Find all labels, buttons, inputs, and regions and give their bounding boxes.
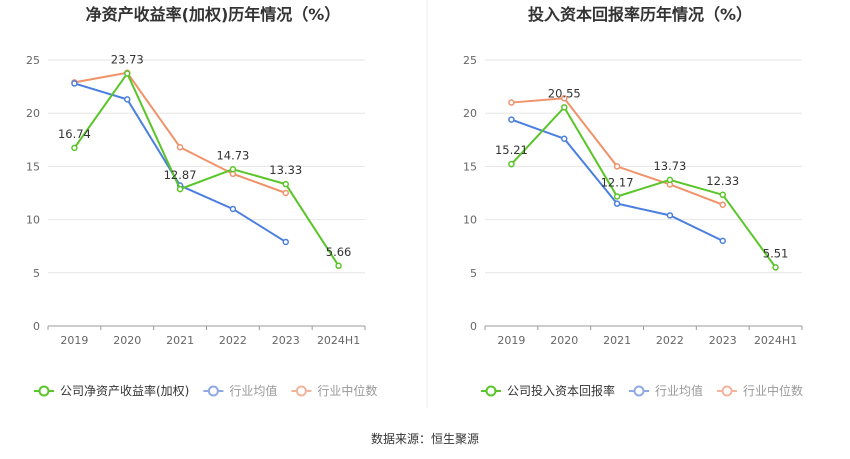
data-point-median xyxy=(561,95,568,102)
legend-label: 公司投入资本回报率 xyxy=(507,383,615,398)
data-label: 5.66 xyxy=(326,245,352,259)
data-point-company xyxy=(561,104,568,111)
x-tick-label: 2020 xyxy=(113,334,141,347)
y-tick-label: 10 xyxy=(463,214,477,227)
y-tick-label: 0 xyxy=(33,320,40,333)
y-tick-label: 25 xyxy=(26,54,40,67)
data-point-mean xyxy=(282,238,289,246)
data-point-median xyxy=(176,143,184,151)
legend-item-mean[interactable]: 行业均值 xyxy=(629,383,703,398)
legend-marker-icon xyxy=(633,385,645,397)
legend-label: 公司净资产收益率(加权) xyxy=(60,383,189,398)
x-tick-label: 2021 xyxy=(166,334,194,347)
series-line-mean xyxy=(74,82,287,243)
data-point-company xyxy=(71,144,78,152)
y-tick-label: 0 xyxy=(470,320,477,333)
legend-marker-icon xyxy=(295,385,307,397)
legend-label: 行业中位数 xyxy=(317,383,377,398)
data-label: 23.73 xyxy=(111,53,144,67)
y-tick-label: 10 xyxy=(26,214,40,227)
data-label: 12.87 xyxy=(164,168,197,182)
legend-marker-icon xyxy=(207,385,219,397)
x-tick-label: 2023 xyxy=(709,334,737,347)
data-point-mean xyxy=(613,200,621,207)
data-point-mean xyxy=(71,80,78,87)
x-tick-label: 2019 xyxy=(497,334,525,347)
x-tick-label: 2020 xyxy=(550,334,578,347)
y-tick-label: 20 xyxy=(463,107,477,120)
data-label: 14.73 xyxy=(216,148,249,162)
legend-item-mean[interactable]: 行业均值 xyxy=(203,383,277,398)
chart-1: 净资产收益率(加权)历年情况（%） 0 5 10 15 20 25 2019 2020 2021 2… xyxy=(26,5,377,398)
legend-item-median[interactable]: 行业中位数 xyxy=(717,383,803,398)
data-label: 15.21 xyxy=(495,143,528,157)
x-tick-label: 2022 xyxy=(656,334,684,347)
data-point-company xyxy=(124,70,131,77)
y-tick-label: 25 xyxy=(463,54,477,67)
legend-label: 行业中位数 xyxy=(743,383,803,398)
data-point-company xyxy=(508,160,515,168)
legend-marker-icon xyxy=(721,385,733,397)
x-tick-label: 2021 xyxy=(603,334,631,347)
data-point-mean xyxy=(666,212,674,219)
x-tick-label: 2019 xyxy=(60,334,88,347)
series-line-company xyxy=(73,71,340,267)
data-point-company xyxy=(335,262,342,270)
legend-item-median[interactable]: 行业中位数 xyxy=(291,383,377,398)
data-point-mean xyxy=(508,116,515,123)
y-tick-label: 20 xyxy=(26,107,40,120)
legend-label: 行业均值 xyxy=(229,383,277,398)
legend-marker-icon xyxy=(38,385,50,397)
data-label: 13.73 xyxy=(653,159,686,173)
y-tick-label: 15 xyxy=(463,160,477,173)
data-point-median xyxy=(282,189,289,197)
data-point-company xyxy=(176,185,184,193)
data-point-mean xyxy=(124,96,131,103)
data-label: 13.33 xyxy=(269,163,302,177)
data-point-median xyxy=(613,163,621,170)
chart-title: 投入资本回报率历年情况（%） xyxy=(528,5,752,24)
data-point-company xyxy=(229,166,237,173)
data-point-company xyxy=(282,180,289,188)
data-point-median xyxy=(508,99,515,106)
data-point-mean xyxy=(561,135,568,142)
source-note: 数据来源：恒生聚源 xyxy=(371,431,479,446)
data-point-median xyxy=(719,201,726,208)
data-point-company xyxy=(666,176,674,184)
data-point-company xyxy=(719,191,726,199)
chart-title: 净资产收益率(加权)历年情况（%） xyxy=(86,5,341,24)
data-label: 20.55 xyxy=(548,86,581,100)
data-label: 12.17 xyxy=(601,176,634,190)
x-tick-label: 2022 xyxy=(219,334,247,347)
data-label: 16.74 xyxy=(58,127,91,141)
y-tick-label: 5 xyxy=(470,267,477,280)
legend-marker-icon xyxy=(485,385,497,397)
legend-item-company[interactable]: 公司投入资本回报率 xyxy=(481,383,615,398)
y-tick-label: 15 xyxy=(26,160,40,173)
x-tick-label: 2024H1 xyxy=(754,334,797,347)
legend-label: 行业均值 xyxy=(655,383,703,398)
data-point-mean xyxy=(229,205,237,213)
legend-item-company[interactable]: 公司净资产收益率(加权) xyxy=(34,383,189,398)
data-point-mean xyxy=(719,237,726,245)
series-line-company xyxy=(510,105,777,268)
x-tick-label: 2023 xyxy=(272,334,300,347)
chart-2: 投入资本回报率历年情况（%） 0 5 10 15 20 25 2019 2020 2021 2022… xyxy=(463,5,803,398)
data-label: 5.51 xyxy=(763,246,789,260)
y-tick-label: 5 xyxy=(33,267,40,280)
data-point-company xyxy=(772,264,779,271)
data-label: 12.33 xyxy=(706,174,739,188)
x-tick-label: 2024H1 xyxy=(317,334,360,347)
data-point-company xyxy=(613,193,621,200)
